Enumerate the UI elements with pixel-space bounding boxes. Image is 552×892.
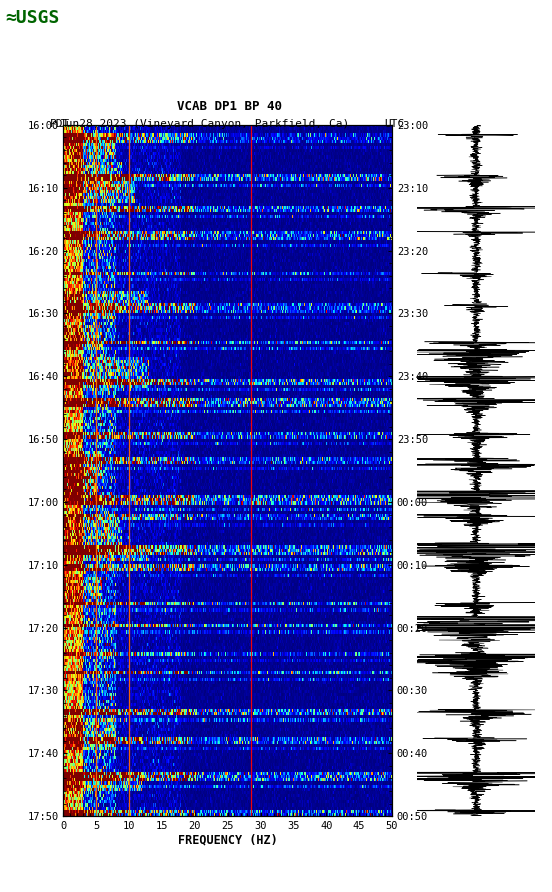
Text: UTC: UTC bbox=[385, 119, 405, 128]
Text: PDT: PDT bbox=[50, 119, 70, 128]
Text: ≈USGS: ≈USGS bbox=[6, 9, 60, 27]
X-axis label: FREQUENCY (HZ): FREQUENCY (HZ) bbox=[178, 834, 278, 847]
Text: VCAB DP1 BP 40: VCAB DP1 BP 40 bbox=[177, 100, 282, 112]
Text: Jun28,2023 (Vineyard Canyon, Parkfield, Ca): Jun28,2023 (Vineyard Canyon, Parkfield, … bbox=[59, 119, 349, 128]
